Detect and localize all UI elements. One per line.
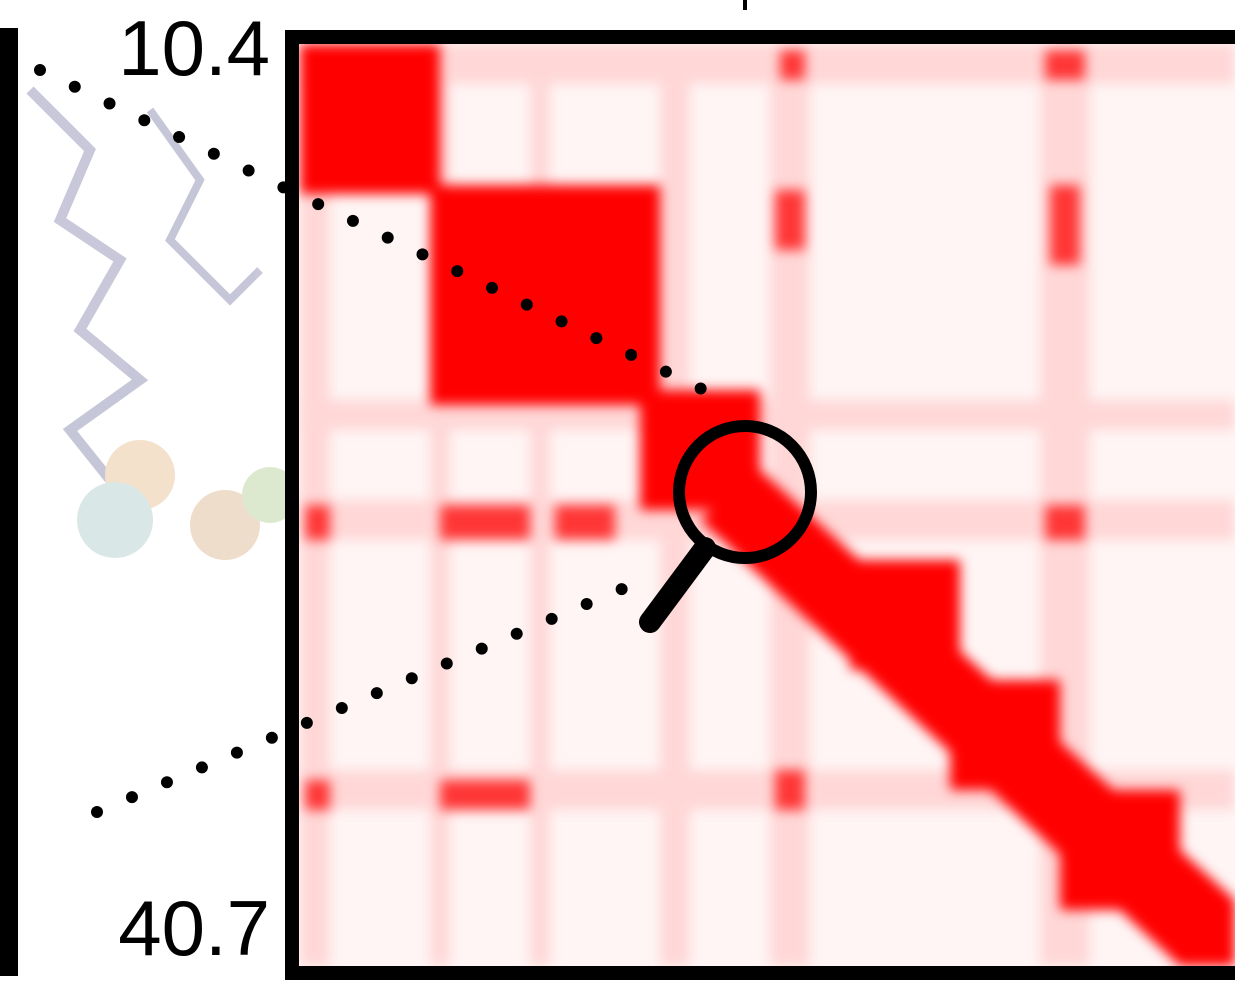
left-panel-border bbox=[0, 28, 18, 976]
top-coordinate-label: 10.4 bbox=[118, 4, 270, 92]
figure: 10.4 40.7 bbox=[0, 0, 1235, 984]
page: 10.4 40.7 (() => { const data = JSON.par… bbox=[0, 0, 1235, 984]
contact-map bbox=[299, 44, 1235, 966]
bottom-coordinate-label: 40.7 bbox=[118, 884, 270, 972]
background-structure bbox=[30, 90, 298, 560]
